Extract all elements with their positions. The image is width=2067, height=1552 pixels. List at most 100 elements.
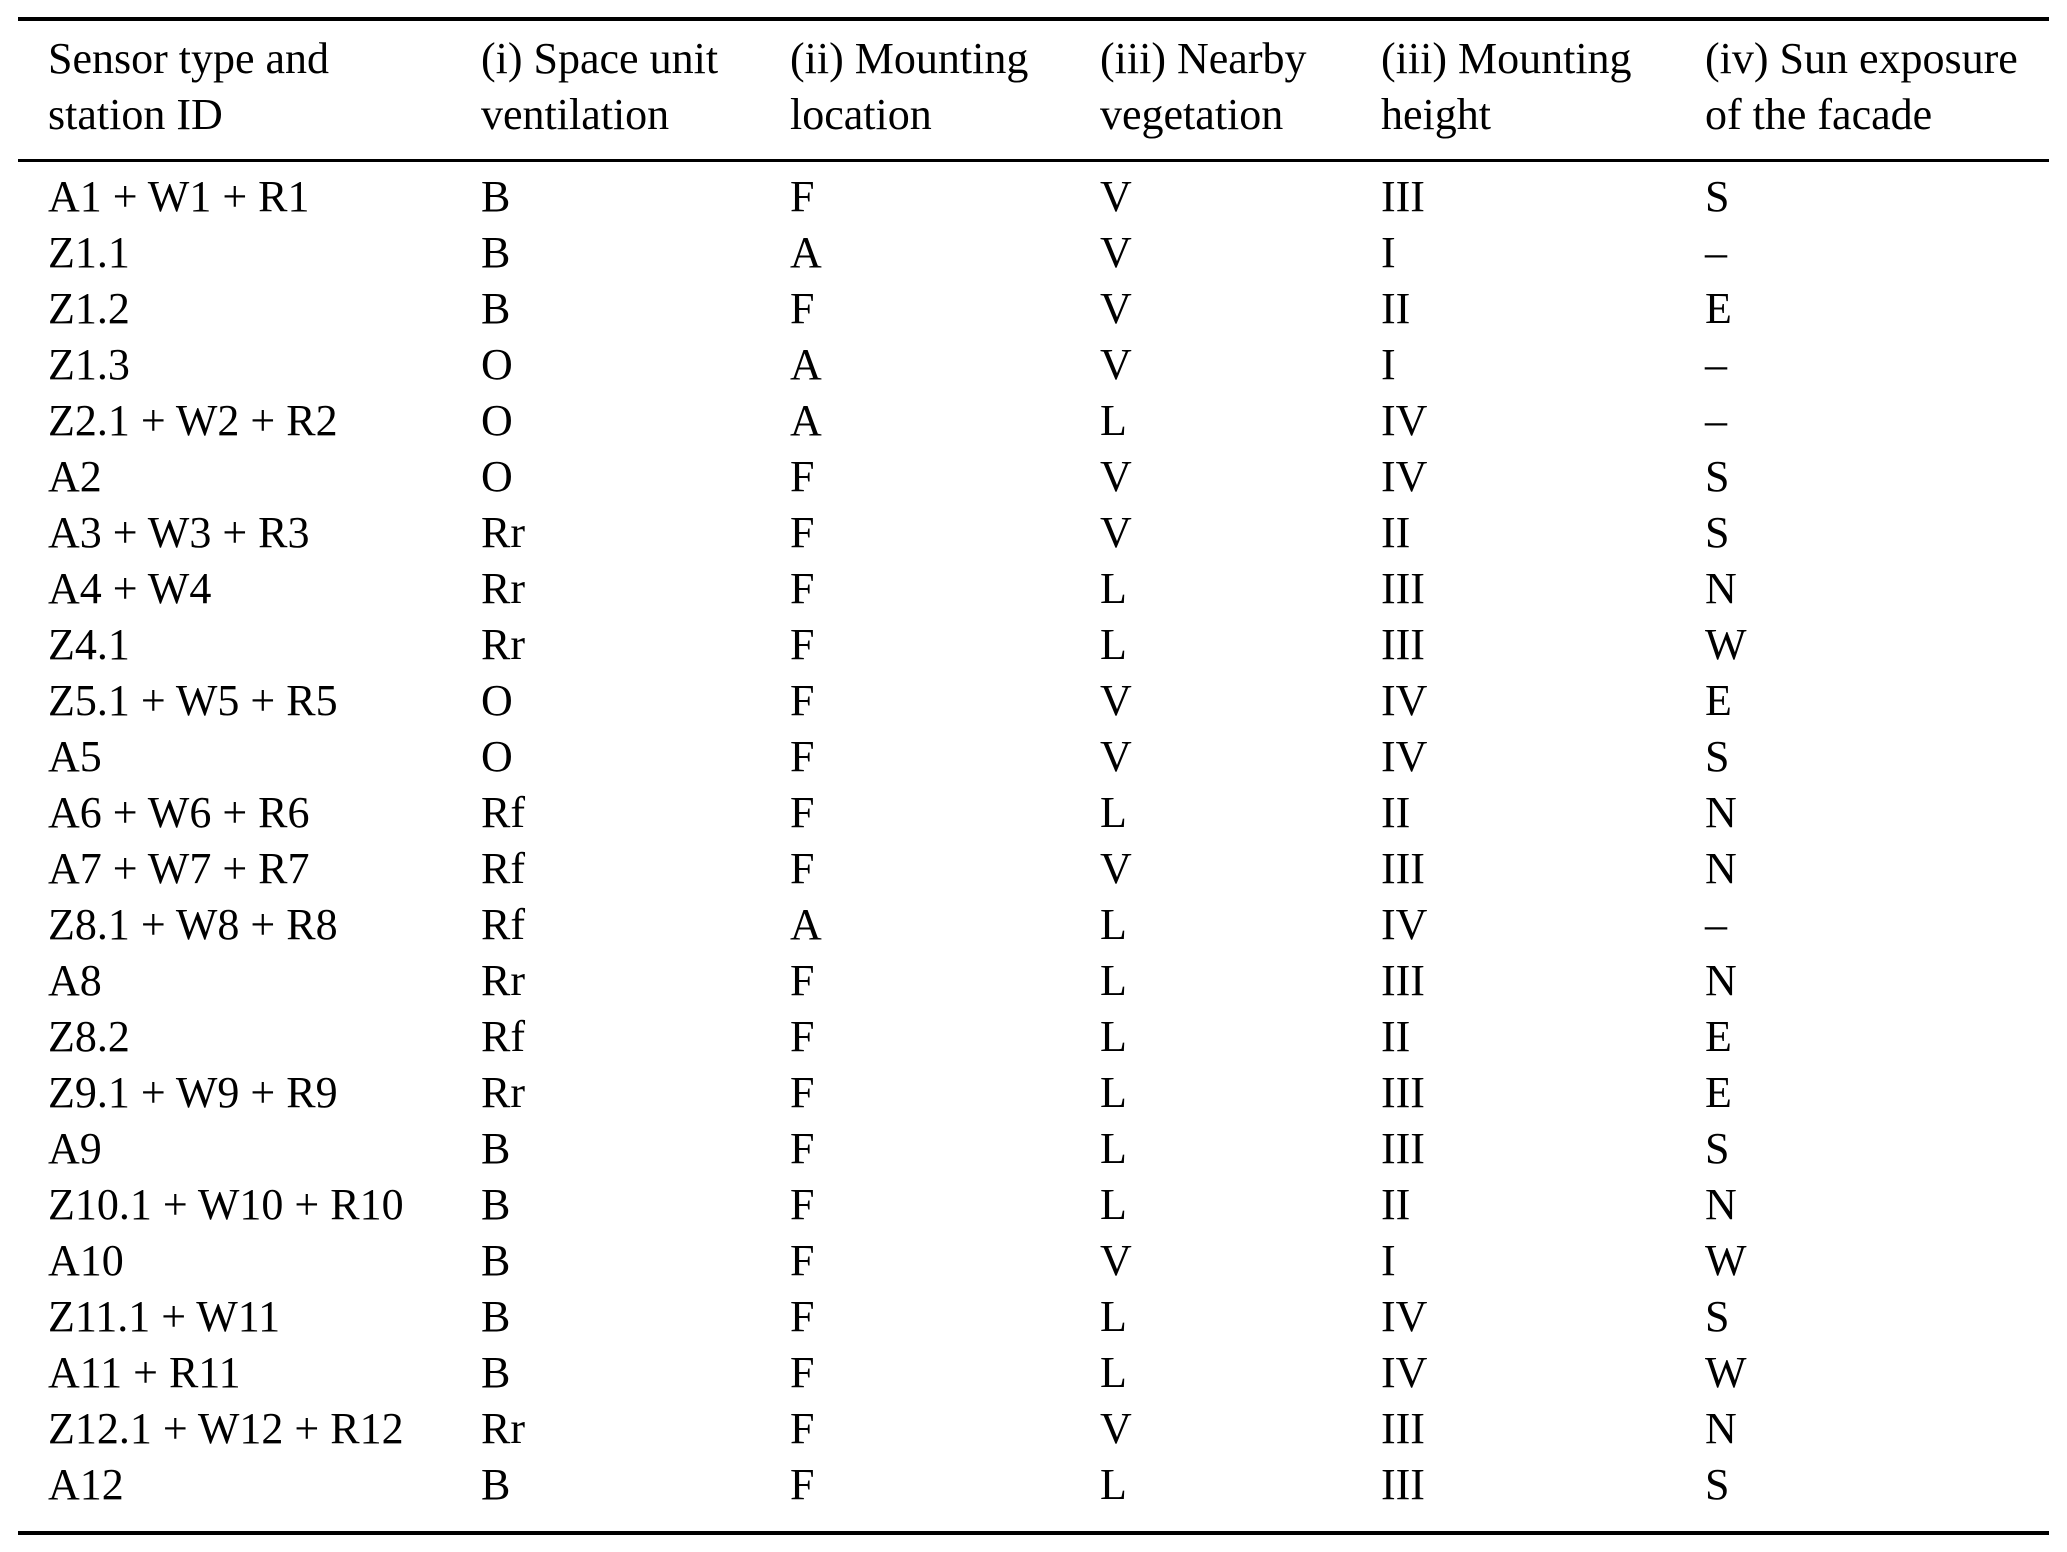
cell-mounting-location: F xyxy=(790,732,815,781)
cell-station-id: Z1.3 xyxy=(48,340,130,389)
cell-sun-exposure: – xyxy=(1705,340,1727,389)
cell-mounting-height: IV xyxy=(1381,452,1428,501)
cell-nearby-vegetation: V xyxy=(1100,228,1132,277)
cell-ventilation: B xyxy=(481,172,511,221)
cell-ventilation: Rf xyxy=(481,1012,525,1061)
cell-ventilation: B xyxy=(481,1460,511,1509)
table-row: Z1.3 O A V I – xyxy=(18,337,2049,393)
cell-sun-exposure: S xyxy=(1705,1292,1730,1341)
cell-sun-exposure: S xyxy=(1705,1124,1730,1173)
cell-mounting-location: A xyxy=(790,900,822,949)
cell-station-id: A3 + W3 + R3 xyxy=(48,508,310,557)
cell-mounting-height: II xyxy=(1381,1180,1411,1229)
cell-sun-exposure: W xyxy=(1705,620,1747,669)
col-header-line: ventilation xyxy=(481,90,670,139)
cell-nearby-vegetation: V xyxy=(1100,844,1132,893)
table-row: A10 B F V I W xyxy=(18,1233,2049,1289)
cell-nearby-vegetation: V xyxy=(1100,284,1132,333)
col-header-mounting-height: (iii) Mounting height xyxy=(1351,19,1675,162)
cell-station-id: Z10.1 + W10 + R10 xyxy=(48,1180,404,1229)
table-row: A6 + W6 + R6 Rf F L II N xyxy=(18,785,2049,841)
cell-sun-exposure: N xyxy=(1705,844,1737,893)
cell-station-id: A4 + W4 xyxy=(48,564,212,613)
cell-mounting-height: III xyxy=(1381,620,1425,669)
col-header-station-id: Sensor type and station ID xyxy=(18,19,451,162)
cell-nearby-vegetation: L xyxy=(1100,1348,1127,1397)
col-header-line: station ID xyxy=(48,90,223,139)
cell-mounting-height: IV xyxy=(1381,1292,1428,1341)
cell-station-id: A11 + R11 xyxy=(48,1348,241,1397)
table-row: Z1.1 B A V I – xyxy=(18,225,2049,281)
cell-nearby-vegetation: V xyxy=(1100,1404,1132,1453)
cell-mounting-height: IV xyxy=(1381,732,1428,781)
col-header-line: location xyxy=(790,90,932,139)
cell-nearby-vegetation: L xyxy=(1100,900,1127,949)
cell-station-id: A7 + W7 + R7 xyxy=(48,844,310,893)
cell-sun-exposure: – xyxy=(1705,900,1727,949)
cell-ventilation: B xyxy=(481,1180,511,1229)
cell-mounting-location: A xyxy=(790,228,822,277)
cell-ventilation: Rr xyxy=(481,1404,525,1453)
col-header-line: (iii) Mounting xyxy=(1381,34,1632,83)
cell-ventilation: Rf xyxy=(481,788,525,837)
cell-nearby-vegetation: V xyxy=(1100,1236,1132,1285)
cell-nearby-vegetation: L xyxy=(1100,1012,1127,1061)
cell-mounting-location: F xyxy=(790,1012,815,1061)
cell-sun-exposure: S xyxy=(1705,172,1730,221)
table-row: A9 B F L III S xyxy=(18,1121,2049,1177)
cell-mounting-height: II xyxy=(1381,284,1411,333)
cell-mounting-location: F xyxy=(790,676,815,725)
cell-mounting-location: A xyxy=(790,340,822,389)
cell-ventilation: Rr xyxy=(481,564,525,613)
cell-station-id: Z5.1 + W5 + R5 xyxy=(48,676,338,725)
cell-mounting-height: III xyxy=(1381,1124,1425,1173)
table-row: Z8.2 Rf F L II E xyxy=(18,1009,2049,1065)
cell-nearby-vegetation: L xyxy=(1100,620,1127,669)
cell-sun-exposure: N xyxy=(1705,1180,1737,1229)
cell-nearby-vegetation: V xyxy=(1100,732,1132,781)
cell-mounting-location: F xyxy=(790,1180,815,1229)
cell-mounting-location: F xyxy=(790,1124,815,1173)
cell-mounting-location: F xyxy=(790,1292,815,1341)
cell-sun-exposure: E xyxy=(1705,1068,1732,1117)
cell-mounting-height: III xyxy=(1381,1404,1425,1453)
col-header-line: Sensor type and xyxy=(48,34,330,83)
table-row: Z5.1 + W5 + R5 O F V IV E xyxy=(18,673,2049,729)
cell-sun-exposure: S xyxy=(1705,1460,1730,1509)
cell-sun-exposure: N xyxy=(1705,956,1737,1005)
cell-mounting-location: A xyxy=(790,396,822,445)
col-header-line: height xyxy=(1381,90,1491,139)
table-row: A7 + W7 + R7 Rf F V III N xyxy=(18,841,2049,897)
cell-sun-exposure: – xyxy=(1705,228,1727,277)
cell-station-id: Z8.1 + W8 + R8 xyxy=(48,900,338,949)
table-row: Z12.1 + W12 + R12 Rr F V III N xyxy=(18,1401,2049,1457)
cell-mounting-height: III xyxy=(1381,1460,1425,1509)
cell-nearby-vegetation: V xyxy=(1100,508,1132,557)
cell-sun-exposure: – xyxy=(1705,396,1727,445)
cell-sun-exposure: N xyxy=(1705,564,1737,613)
table-row: Z4.1 Rr F L III W xyxy=(18,617,2049,673)
cell-station-id: Z1.2 xyxy=(48,284,130,333)
cell-station-id: A1 + W1 + R1 xyxy=(48,172,310,221)
cell-station-id: Z2.1 + W2 + R2 xyxy=(48,396,338,445)
cell-mounting-location: F xyxy=(790,508,815,557)
table-row: Z10.1 + W10 + R10 B F L II N xyxy=(18,1177,2049,1233)
cell-station-id: Z8.2 xyxy=(48,1012,130,1061)
cell-station-id: A6 + W6 + R6 xyxy=(48,788,310,837)
table-row: Z8.1 + W8 + R8 Rf A L IV – xyxy=(18,897,2049,953)
cell-mounting-height: IV xyxy=(1381,676,1428,725)
cell-sun-exposure: E xyxy=(1705,284,1732,333)
table-row: A8 Rr F L III N xyxy=(18,953,2049,1009)
cell-ventilation: B xyxy=(481,284,511,333)
cell-mounting-location: F xyxy=(790,1236,815,1285)
col-header-line: (ii) Mounting xyxy=(790,34,1029,83)
table-figure: Sensor type and station ID (i) Space uni… xyxy=(18,17,2049,1535)
cell-ventilation: B xyxy=(481,1348,511,1397)
cell-mounting-location: F xyxy=(790,284,815,333)
cell-ventilation: B xyxy=(481,1236,511,1285)
cell-station-id: Z12.1 + W12 + R12 xyxy=(48,1404,404,1453)
col-header-line: (i) Space unit xyxy=(481,34,719,83)
table-row: A2 O F V IV S xyxy=(18,449,2049,505)
cell-mounting-height: II xyxy=(1381,1012,1411,1061)
sensor-station-table: Sensor type and station ID (i) Space uni… xyxy=(18,17,2049,1535)
